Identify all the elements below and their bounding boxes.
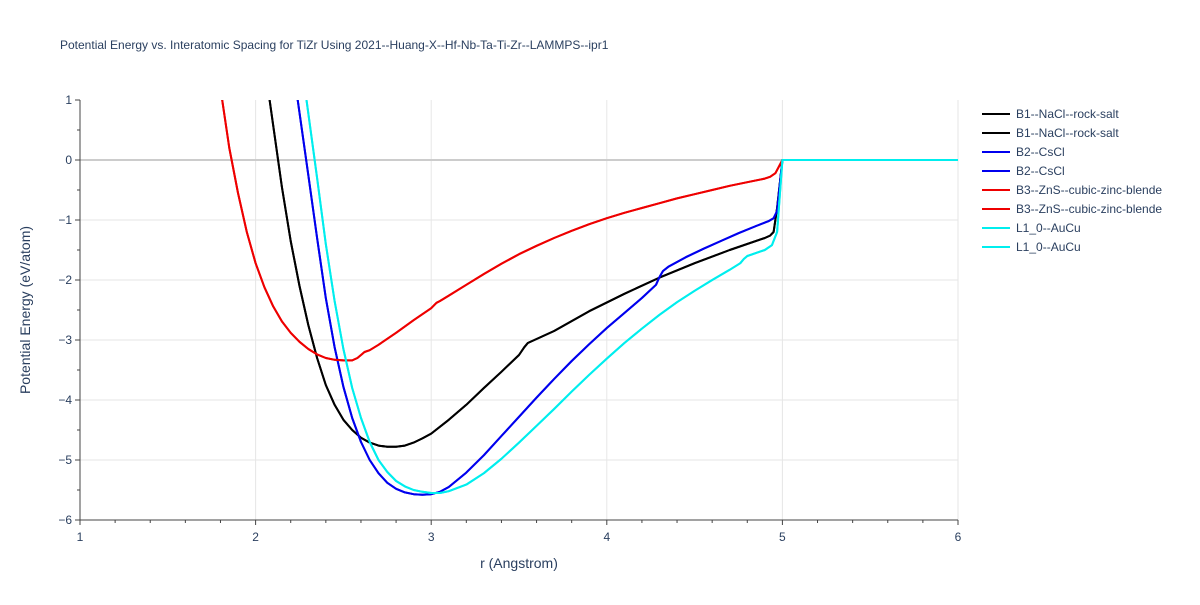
- axis-layer: 1 2 3 4 5 6 1 0 −1 −2 −3 −4 −5 −6: [58, 93, 961, 544]
- legend-label: B3--ZnS--cubic-zinc-blende: [1016, 202, 1162, 216]
- y-axis-title: Potential Energy (eV/atom): [17, 226, 33, 394]
- series-layer: [221, 100, 958, 496]
- legend[interactable]: B1--NaCl--rock-salt B1--NaCl--rock-salt B2…: [982, 107, 1162, 254]
- legend-item[interactable]: B3--ZnS--cubic-zinc-blende: [982, 183, 1162, 197]
- legend-item[interactable]: B1--NaCl--rock-salt: [982, 126, 1119, 140]
- x-tick-label: 5: [779, 530, 786, 544]
- legend-label: B2--CsCl: [1016, 164, 1065, 178]
- y-tick-label: −2: [58, 273, 72, 287]
- y-tick-label: −5: [58, 453, 72, 467]
- legend-item[interactable]: B3--ZnS--cubic-zinc-blende: [982, 202, 1162, 216]
- x-tick-label: 2: [252, 530, 259, 544]
- y-tick-label: 1: [65, 93, 72, 107]
- y-tick-label: −4: [58, 393, 72, 407]
- y-tick-label: −1: [58, 213, 72, 227]
- legend-label: B2--CsCl: [1016, 145, 1065, 159]
- x-tick-label: 1: [77, 530, 84, 544]
- y-tick-label: 0: [65, 153, 72, 167]
- x-tick-label: 4: [603, 530, 610, 544]
- legend-item[interactable]: B1--NaCl--rock-salt: [982, 107, 1119, 121]
- y-tick-label: −6: [58, 513, 72, 527]
- legend-item[interactable]: B2--CsCl: [982, 145, 1065, 159]
- series-line-2: [268, 100, 958, 448]
- series-line-4: [296, 100, 958, 496]
- legend-label: L1_0--AuCu: [1016, 240, 1081, 254]
- legend-item[interactable]: L1_0--AuCu: [982, 221, 1081, 235]
- legend-item[interactable]: L1_0--AuCu: [982, 240, 1081, 254]
- legend-label: B1--NaCl--rock-salt: [1016, 126, 1119, 140]
- x-tick-label: 3: [428, 530, 435, 544]
- legend-label: L1_0--AuCu: [1016, 221, 1081, 235]
- legend-label: B1--NaCl--rock-salt: [1016, 107, 1119, 121]
- plot-area: [221, 100, 958, 496]
- legend-label: B3--ZnS--cubic-zinc-blende: [1016, 183, 1162, 197]
- x-axis-title: r (Angstrom): [480, 555, 558, 571]
- series-line-8: [305, 100, 958, 494]
- chart-title: Potential Energy vs. Interatomic Spacing…: [60, 38, 609, 52]
- x-tick-label: 6: [955, 530, 962, 544]
- grid-layer: [80, 100, 959, 520]
- legend-item[interactable]: B2--CsCl: [982, 164, 1065, 178]
- y-tick-label: −3: [58, 333, 72, 347]
- series-line-6: [221, 100, 958, 362]
